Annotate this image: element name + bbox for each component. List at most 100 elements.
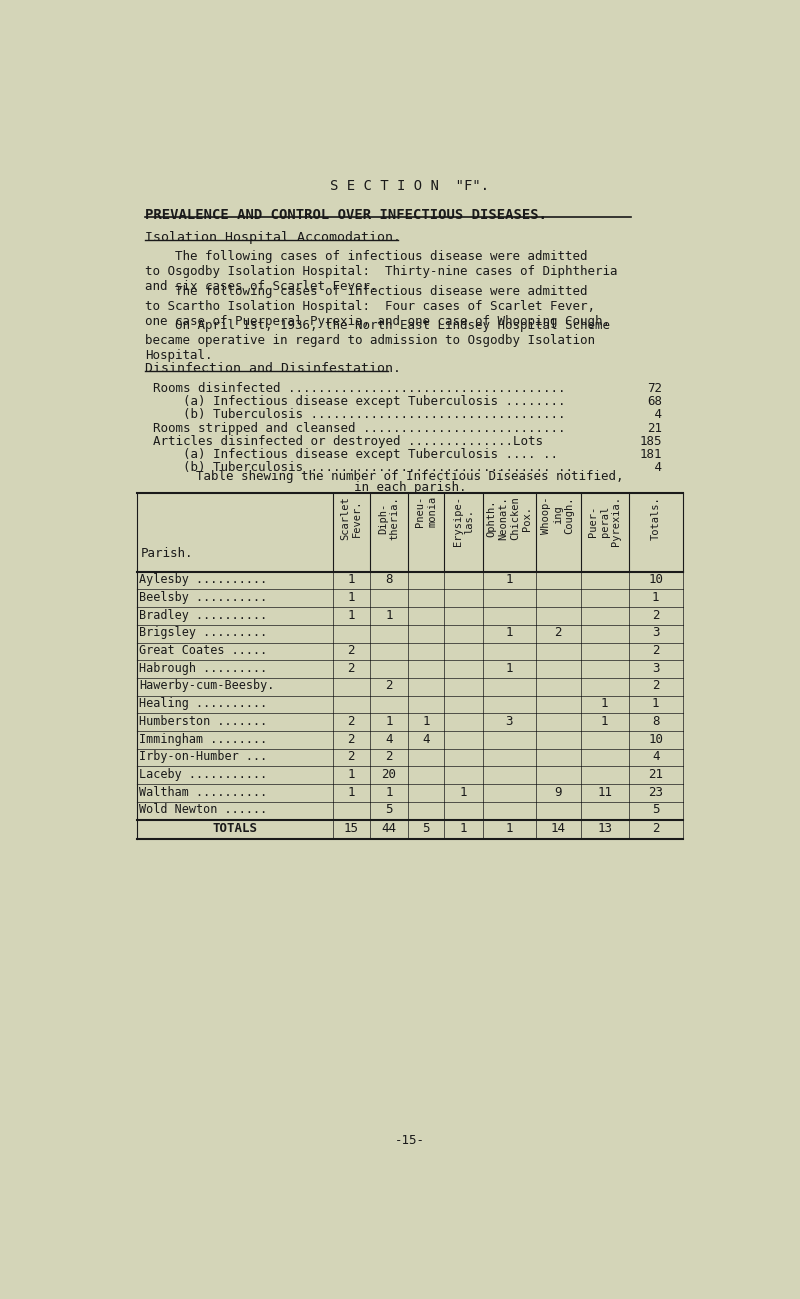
Text: in each parish.: in each parish.	[354, 481, 466, 494]
Text: 1: 1	[506, 822, 513, 835]
Text: 4: 4	[647, 408, 662, 421]
Text: 1: 1	[347, 573, 355, 586]
Text: 9: 9	[554, 786, 562, 799]
Text: 1: 1	[347, 768, 355, 781]
Text: -15-: -15-	[395, 1134, 425, 1147]
Text: Diph-
theria.: Diph- theria.	[378, 496, 400, 540]
Text: 2: 2	[347, 714, 355, 727]
Text: 8: 8	[386, 573, 393, 586]
Text: Laceby ...........: Laceby ...........	[138, 768, 267, 781]
Text: The following cases of infectious disease were admitted
to Osgodby Isolation Hos: The following cases of infectious diseas…	[145, 249, 618, 292]
Text: 2: 2	[347, 733, 355, 746]
Text: Whoop-
ing
Cough.: Whoop- ing Cough.	[542, 496, 574, 534]
Text: (b) Tuberculosis ................................ ..: (b) Tuberculosis .......................…	[153, 461, 573, 474]
Text: Hawerby-cum-Beesby.: Hawerby-cum-Beesby.	[138, 679, 274, 692]
Text: Isolation Hospital Accomodation.: Isolation Hospital Accomodation.	[145, 231, 401, 244]
Text: 5: 5	[652, 804, 659, 817]
Text: 14: 14	[550, 822, 566, 835]
Text: Parish.: Parish.	[140, 547, 193, 560]
Text: 1: 1	[347, 786, 355, 799]
Text: 4: 4	[647, 461, 662, 474]
Text: (a) Infectious disease except Tuberculosis ........: (a) Infectious disease except Tuberculos…	[153, 395, 565, 408]
Text: 1: 1	[460, 786, 467, 799]
Text: 3: 3	[506, 714, 513, 727]
Text: 20: 20	[382, 768, 397, 781]
Text: 1: 1	[386, 714, 393, 727]
Text: 2: 2	[652, 644, 659, 657]
Text: (b) Tuberculosis ..................................: (b) Tuberculosis .......................…	[153, 408, 565, 421]
Text: Ophth.
Neonat.
Chicken
Pox.: Ophth. Neonat. Chicken Pox.	[486, 496, 532, 540]
Text: Habrough .........: Habrough .........	[138, 661, 267, 674]
Text: 2: 2	[347, 644, 355, 657]
Text: 1: 1	[652, 698, 659, 711]
Text: 21: 21	[648, 768, 663, 781]
Text: Bradley ..........: Bradley ..........	[138, 609, 267, 622]
Text: Rooms stripped and cleansed ...........................: Rooms stripped and cleansed ............…	[153, 422, 565, 435]
Text: Puer-
peral
Pyrexia.: Puer- peral Pyrexia.	[588, 496, 621, 546]
Text: 5: 5	[422, 822, 430, 835]
Text: Scarlet
Fever.: Scarlet Fever.	[340, 496, 362, 540]
Text: 1: 1	[386, 786, 393, 799]
Text: Wold Newton ......: Wold Newton ......	[138, 804, 267, 817]
Text: 1: 1	[386, 609, 393, 622]
Text: Irby-on-Humber ...: Irby-on-Humber ...	[138, 751, 267, 764]
Text: Immingham ........: Immingham ........	[138, 733, 267, 746]
Text: 185: 185	[639, 435, 662, 448]
Text: 2: 2	[652, 609, 659, 622]
Text: 1: 1	[601, 714, 608, 727]
Text: 2: 2	[347, 751, 355, 764]
Text: Great Coates .....: Great Coates .....	[138, 644, 267, 657]
Text: 8: 8	[652, 714, 659, 727]
Text: 2: 2	[386, 751, 393, 764]
Text: Brigsley .........: Brigsley .........	[138, 626, 267, 639]
Text: 1: 1	[347, 591, 355, 604]
Text: 3: 3	[652, 661, 659, 674]
Text: Articles disinfected or destroyed ..............Lots: Articles disinfected or destroyed ......…	[153, 435, 542, 448]
Text: TOTALS: TOTALS	[212, 822, 258, 835]
Text: 2: 2	[652, 822, 659, 835]
Text: Waltham ..........: Waltham ..........	[138, 786, 267, 799]
Text: 1: 1	[506, 573, 513, 586]
Text: Rooms disinfected .....................................: Rooms disinfected ......................…	[153, 382, 565, 395]
Text: S E C T I O N  "F".: S E C T I O N "F".	[330, 179, 490, 194]
Text: (a) Infectious disease except Tuberculosis .... ..: (a) Infectious disease except Tuberculos…	[153, 448, 558, 461]
Text: 3: 3	[652, 626, 659, 639]
Text: 2: 2	[554, 626, 562, 639]
Text: Beelsby ..........: Beelsby ..........	[138, 591, 267, 604]
Text: 23: 23	[648, 786, 663, 799]
Text: 1: 1	[460, 822, 467, 835]
Text: 68: 68	[647, 395, 662, 408]
Text: 1: 1	[652, 591, 659, 604]
Text: 44: 44	[382, 822, 397, 835]
Text: PREVALENCE AND CONTROL OVER INFECTIOUS DISEASES.: PREVALENCE AND CONTROL OVER INFECTIOUS D…	[145, 208, 547, 222]
Text: 1: 1	[506, 661, 513, 674]
Text: 4: 4	[652, 751, 659, 764]
Text: 11: 11	[597, 786, 612, 799]
Text: 10: 10	[648, 573, 663, 586]
Text: 1: 1	[422, 714, 430, 727]
Text: 1: 1	[347, 609, 355, 622]
Text: Aylesby ..........: Aylesby ..........	[138, 573, 267, 586]
Text: 181: 181	[639, 448, 662, 461]
Text: 2: 2	[347, 661, 355, 674]
Text: Healing ..........: Healing ..........	[138, 698, 267, 711]
Text: 72: 72	[647, 382, 662, 395]
Text: 2: 2	[386, 679, 393, 692]
Text: Pneu-
monia: Pneu- monia	[415, 496, 437, 527]
Text: 13: 13	[597, 822, 612, 835]
Text: 2: 2	[652, 679, 659, 692]
Text: 10: 10	[648, 733, 663, 746]
Text: Totals.: Totals.	[650, 496, 661, 540]
Text: 15: 15	[344, 822, 358, 835]
Text: Erysipe-
las.: Erysipe- las.	[453, 496, 474, 546]
Text: 1: 1	[601, 698, 608, 711]
Text: Table shewing the number of Infectious Diseases notified,: Table shewing the number of Infectious D…	[196, 470, 624, 483]
Text: 4: 4	[422, 733, 430, 746]
Text: Disinfection and Disinfestation.: Disinfection and Disinfestation.	[145, 362, 401, 375]
Text: 1: 1	[506, 626, 513, 639]
Text: The following cases of infectious disease were admitted
to Scartho Isolation Hos: The following cases of infectious diseas…	[145, 286, 610, 329]
Text: 4: 4	[386, 733, 393, 746]
Text: On April 1st, 1936, the North East Lindsey Hospital Scheme
became operative in r: On April 1st, 1936, the North East Linds…	[145, 320, 610, 362]
Text: 21: 21	[647, 422, 662, 435]
Text: Humberston .......: Humberston .......	[138, 714, 267, 727]
